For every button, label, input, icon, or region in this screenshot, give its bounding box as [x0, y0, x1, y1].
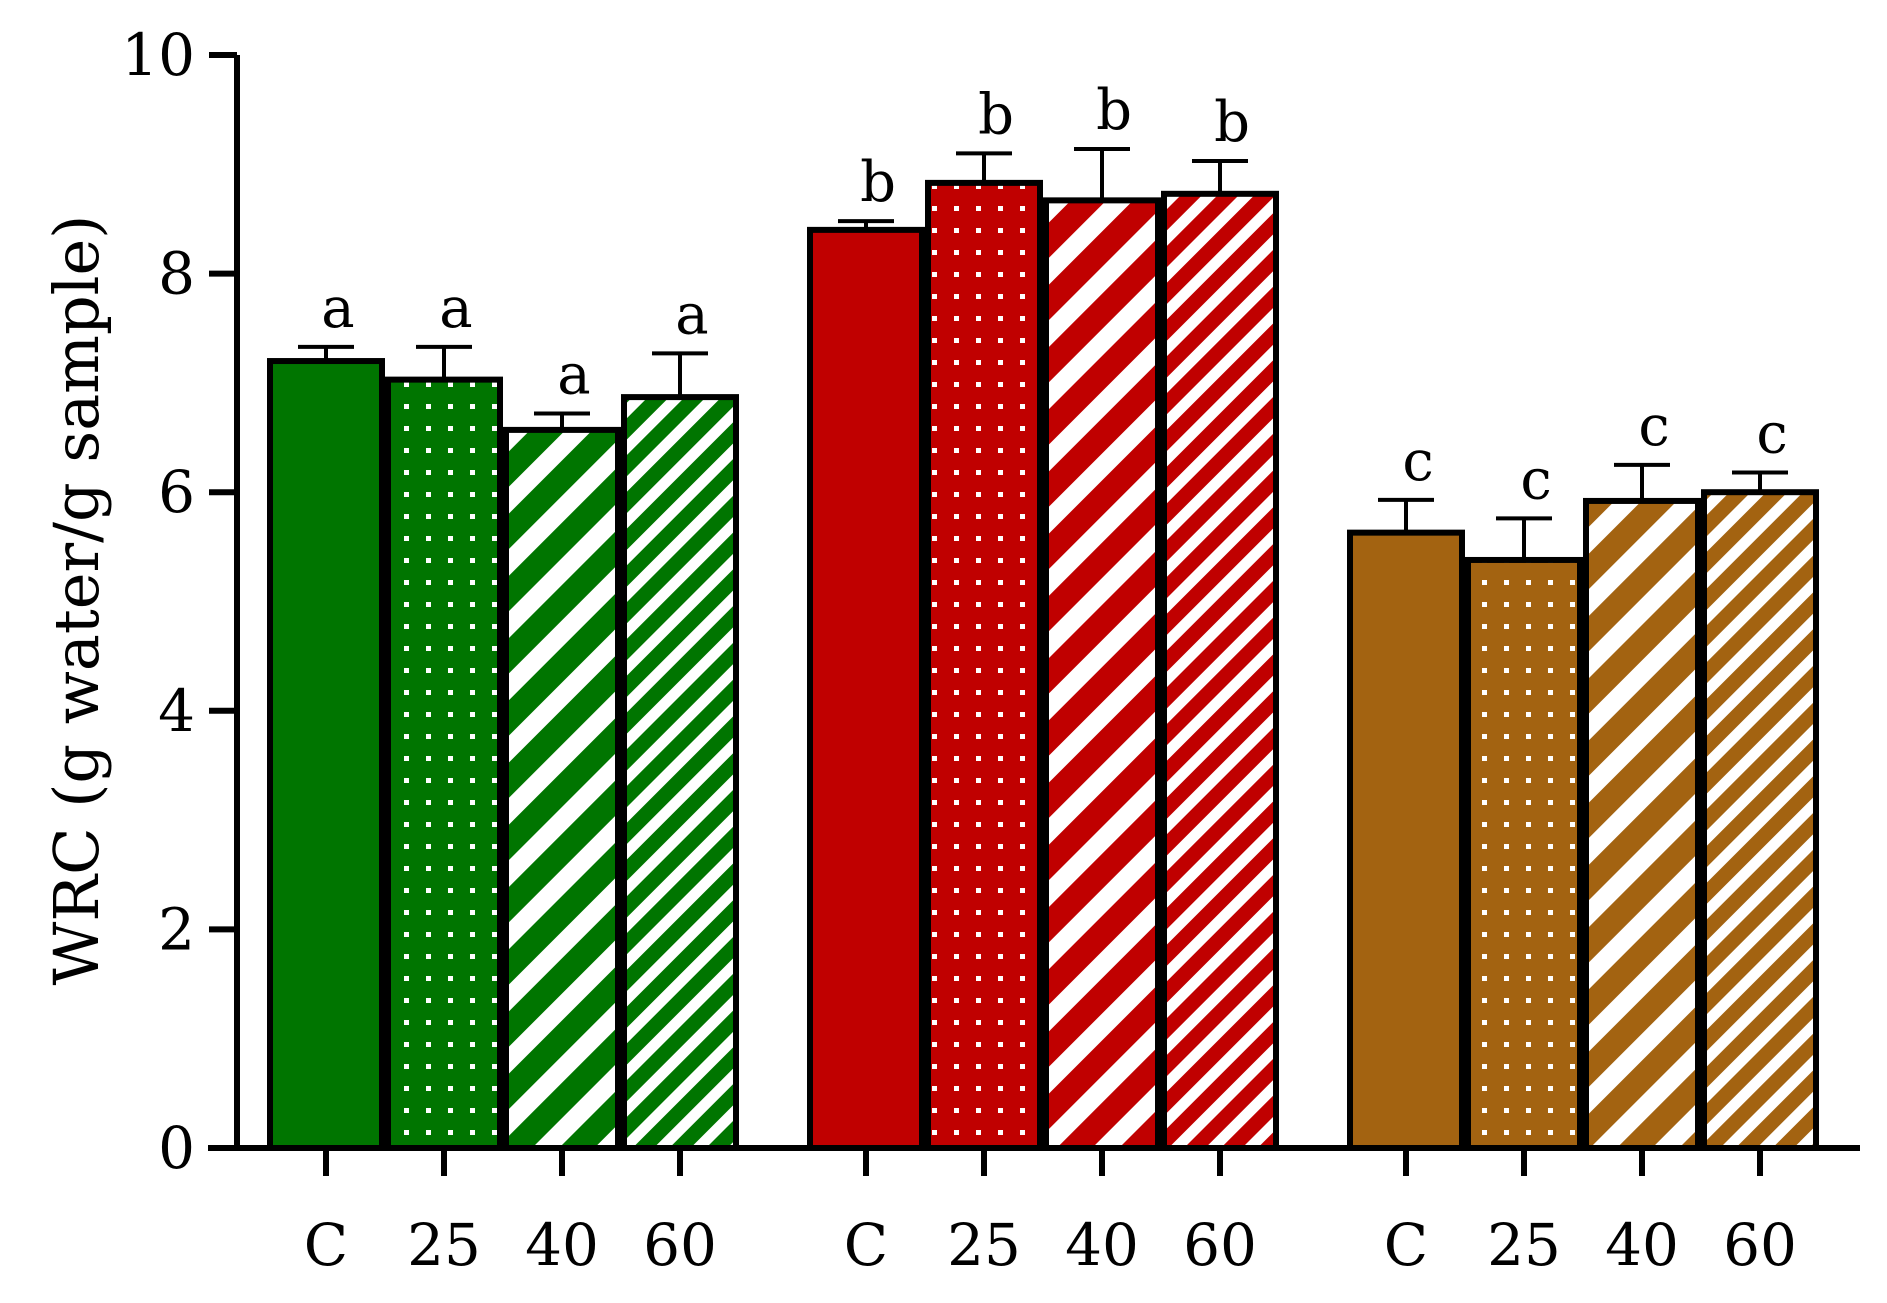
- significance-letter: c: [1638, 394, 1669, 459]
- x-ticks: C 25 40 60 C 25 40 60 C 25 40 60: [304, 1148, 1797, 1279]
- significance-letter: b: [978, 82, 1014, 147]
- significance-letter: c: [1756, 402, 1787, 467]
- bar-group2-60: [1161, 190, 1279, 1152]
- x-tick-label: 40: [525, 1211, 599, 1279]
- significance-letter: b: [860, 150, 896, 215]
- x-tick-label: 60: [643, 1211, 717, 1279]
- significance-letter: a: [675, 282, 708, 347]
- bar-group1-40: [503, 426, 621, 1151]
- x-tick-label: 60: [1183, 1211, 1257, 1279]
- x-tick-label: C: [304, 1211, 348, 1279]
- y-tick-label: 10: [121, 21, 195, 89]
- y-tick-label: 4: [158, 677, 195, 745]
- y-tick-label: 0: [158, 1114, 195, 1182]
- bar-group3-C: [1347, 529, 1465, 1151]
- x-tick-label: 40: [1065, 1211, 1139, 1279]
- x-tick-label: C: [844, 1211, 888, 1279]
- bar-group3-60: [1701, 489, 1819, 1151]
- axes: [208, 55, 1860, 1151]
- bar-group2-C: [807, 226, 925, 1151]
- bar-group2-40: [1043, 197, 1161, 1151]
- error-bars-layer: [298, 146, 1788, 560]
- bar-group3-25: [1465, 556, 1583, 1151]
- significance-letter: b: [1096, 78, 1132, 143]
- y-tick-label: 2: [158, 895, 195, 963]
- significance-letter: a: [557, 343, 590, 408]
- y-ticks: 0 2 4 6 8 10: [121, 21, 237, 1182]
- bar-group2-25: [925, 179, 1043, 1152]
- bar-group1-C: [267, 358, 385, 1152]
- bars-layer: [267, 179, 1819, 1152]
- x-tick-label: 25: [1487, 1211, 1561, 1279]
- significance-letter: b: [1214, 90, 1250, 155]
- x-tick-label: C: [1384, 1211, 1428, 1279]
- bar-group3-40: [1583, 497, 1701, 1152]
- x-tick-label: 25: [407, 1211, 481, 1279]
- y-tick-label: 6: [158, 458, 195, 526]
- bar-group1-25: [385, 376, 503, 1152]
- x-tick-label: 40: [1605, 1211, 1679, 1279]
- significance-letter: c: [1520, 447, 1551, 512]
- y-tick-label: 8: [158, 240, 195, 308]
- significance-letter: a: [321, 276, 354, 341]
- significance-letter: c: [1402, 429, 1433, 494]
- x-tick-label: 60: [1723, 1211, 1797, 1279]
- y-axis-title: WRC (g water/g sample): [40, 215, 113, 986]
- significance-letters-layer: a a a a b b b b c c c c: [321, 78, 1787, 512]
- x-tick-label: 25: [947, 1211, 1021, 1279]
- significance-letter: a: [439, 276, 472, 341]
- bar-group1-60: [621, 394, 739, 1151]
